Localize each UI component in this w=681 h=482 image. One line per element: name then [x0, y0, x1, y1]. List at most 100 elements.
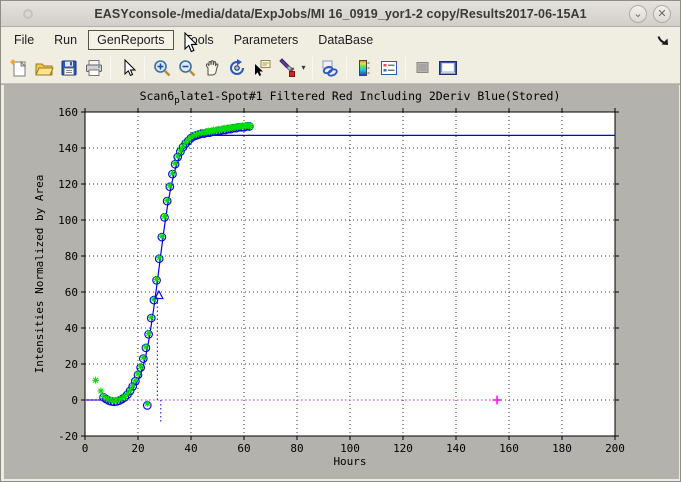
toolbar-separator	[144, 56, 145, 79]
asterisk-marker	[153, 276, 160, 283]
toolbar-separator	[110, 56, 111, 79]
menu-database[interactable]: DataBase	[318, 33, 374, 47]
figure-canvas[interactable]: 0 20 40 60 80 100 120 140 160 180 200 -20 0 20 40 60 80 1…	[4, 85, 679, 479]
titlebar: EASYconsole-/media/data/ExpJobs/MI 16_09…	[1, 1, 680, 27]
legend-icon	[380, 60, 397, 75]
hide-plot-tools-button[interactable]	[410, 55, 435, 80]
chain-link-icon	[322, 60, 338, 77]
toolbar-separator	[346, 56, 347, 79]
asterisk-marker	[166, 182, 174, 190]
x-tick-label: 120	[393, 442, 413, 455]
asterisk-marker	[126, 386, 134, 394]
open-file-button[interactable]	[31, 55, 56, 80]
figure-area: 0 20 40 60 80 100 120 140 160 180 200 -20 0 20 40 60 80 1…	[4, 85, 679, 479]
menu-genreports[interactable]: GenReports	[88, 30, 174, 50]
asterisk-marker	[247, 123, 255, 130]
x-tick-label: 200	[605, 442, 625, 455]
asterisk-marker	[129, 382, 137, 389]
y-tick-label: -20	[58, 430, 78, 443]
asterisk-marker	[187, 133, 195, 141]
y-tick-label: 160	[58, 106, 78, 119]
pan-button[interactable]	[199, 55, 224, 80]
x-tick-label: 160	[499, 442, 519, 455]
menu-run[interactable]: Run	[54, 33, 78, 47]
asterisk-marker	[145, 330, 152, 337]
asterisk-marker	[102, 394, 110, 402]
asterisk-marker	[155, 254, 163, 262]
show-plot-tools-button[interactable]	[435, 55, 460, 80]
brush-data-button[interactable]	[274, 55, 299, 80]
y-tick-label: 40	[65, 322, 78, 335]
save-figure-button[interactable]	[56, 55, 81, 80]
data-cursor-button[interactable]	[249, 55, 274, 80]
x-tick-label: 140	[446, 442, 466, 455]
asterisk-marker	[113, 396, 121, 404]
asterisk-marker	[190, 132, 198, 139]
shade-window-button[interactable]: ⌄	[629, 5, 647, 23]
asterisk-marker	[163, 196, 171, 204]
menu-parameters[interactable]: Parameters	[233, 33, 299, 47]
asterisk-marker	[182, 139, 190, 146]
x-tick-label: 180	[552, 442, 572, 455]
y-tick-label: 0	[71, 394, 78, 407]
chart-title: Scan6plate1-Spot#1 Filtered Red Includin…	[140, 89, 561, 106]
x-tick-label: 60	[237, 442, 250, 455]
insert-legend-button[interactable]	[376, 55, 401, 80]
zoom-out-icon	[178, 59, 195, 76]
dropdown-arrow-icon: ▾	[301, 63, 306, 72]
close-icon: ✕	[657, 8, 667, 20]
x-tick-label: 40	[184, 442, 197, 455]
toolbar-separator	[405, 56, 406, 79]
close-window-button[interactable]: ✕	[653, 5, 671, 23]
data-cursor-icon	[254, 59, 270, 76]
zoom-out-button[interactable]	[174, 55, 199, 80]
asterisk-marker	[121, 393, 129, 400]
y-tick-label: 100	[58, 214, 78, 227]
x-tick-label: 80	[290, 442, 303, 455]
asterisk-marker	[137, 363, 145, 371]
asterisk-marker	[100, 393, 107, 400]
axes-box	[84, 111, 616, 437]
insert-colorbar-button[interactable]	[351, 55, 376, 80]
y-tick-label: 120	[58, 178, 78, 191]
asterisk-marker	[142, 343, 150, 351]
menu-tools[interactable]: Tools	[184, 33, 214, 47]
zoom-in-button[interactable]	[149, 55, 174, 80]
y-axis-label: Intensities Normalized by Area	[33, 175, 46, 374]
x-tick-label: 0	[82, 442, 89, 455]
asterisk-marker	[174, 152, 182, 160]
zoom-in-icon	[153, 59, 170, 76]
asterisk-marker	[147, 313, 155, 321]
new-figure-button[interactable]	[6, 55, 31, 80]
y-tick-label: 80	[65, 250, 78, 263]
y-tick-label: 60	[65, 286, 78, 299]
y-tick-label: 20	[65, 358, 78, 371]
asterisk-marker	[124, 390, 131, 398]
floppy-disk-icon	[61, 60, 76, 75]
asterisk-marker	[105, 396, 113, 403]
rotate-icon	[229, 58, 244, 75]
asterisk-marker	[116, 396, 123, 403]
rotate-3d-button[interactable]	[224, 55, 249, 80]
chevron-down-icon: ⌄	[633, 8, 643, 20]
asterisk-marker	[192, 131, 200, 138]
edit-plot-button[interactable]	[115, 55, 140, 80]
show-plot-tools-icon	[438, 60, 457, 75]
asterisk-marker	[177, 147, 184, 155]
menu-file[interactable]: File	[14, 33, 35, 47]
window-menu-icon[interactable]	[23, 9, 33, 19]
toolbar-divider	[1, 83, 680, 85]
triangle-marker	[154, 289, 164, 300]
asterisk-marker	[139, 354, 147, 362]
plus-marker	[492, 395, 502, 405]
print-figure-button[interactable]	[81, 55, 106, 80]
brush-dropdown-button[interactable]: ▾	[299, 55, 308, 80]
link-plot-button[interactable]	[317, 55, 342, 80]
asterisk-marker	[134, 370, 142, 378]
x-axis-label: Hours	[333, 455, 366, 468]
arrow-cursor-icon	[124, 58, 136, 76]
new-document-icon	[9, 58, 26, 76]
x-tick-label: 20	[131, 442, 144, 455]
dock-figure-icon[interactable]	[656, 33, 670, 47]
asterisk-marker	[150, 295, 158, 303]
